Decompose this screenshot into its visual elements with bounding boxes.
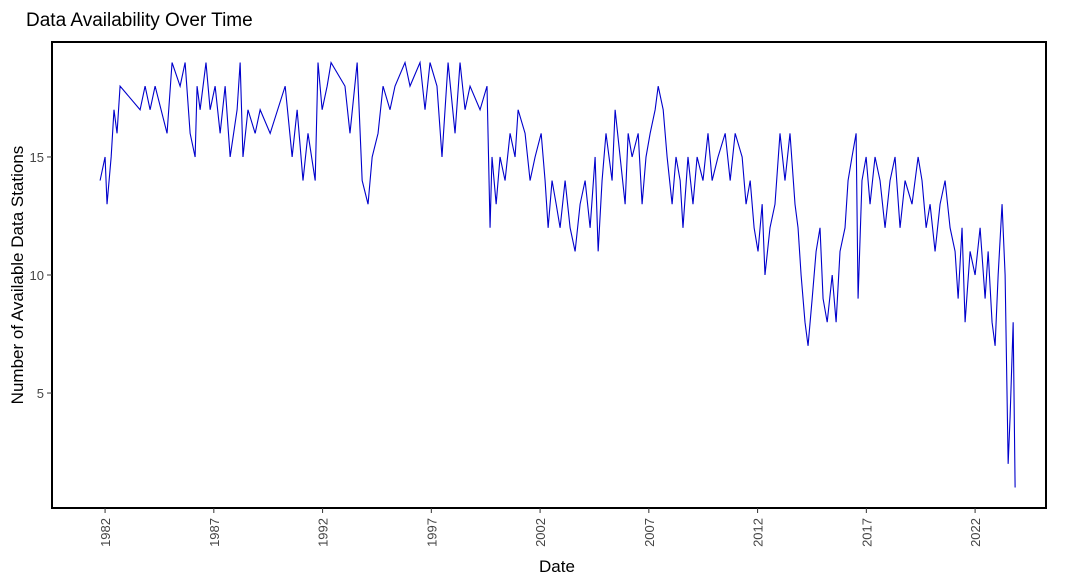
- y-axis-label: Number of Available Data Stations: [8, 146, 27, 405]
- x-tick-label: 1982: [98, 518, 113, 547]
- y-tick-label: 5: [37, 386, 44, 401]
- x-tick-label: 2022: [968, 518, 983, 547]
- x-axis-label: Date: [539, 557, 575, 576]
- x-tick-label: 2012: [751, 518, 766, 547]
- x-tick-label: 1992: [316, 518, 331, 547]
- chart-title: Data Availability Over Time: [26, 10, 253, 31]
- x-tick-label: 2002: [533, 518, 548, 547]
- data-line: [99, 60, 1016, 488]
- y-tick-label: 10: [30, 268, 44, 283]
- x-tick-label: 1997: [424, 518, 439, 547]
- x-tick-label: 1987: [207, 518, 222, 547]
- y-tick-label: 15: [30, 150, 44, 165]
- plot-frame: [51, 41, 1047, 509]
- x-tick-label: 2007: [642, 518, 657, 547]
- x-tick-label: 2017: [859, 518, 874, 547]
